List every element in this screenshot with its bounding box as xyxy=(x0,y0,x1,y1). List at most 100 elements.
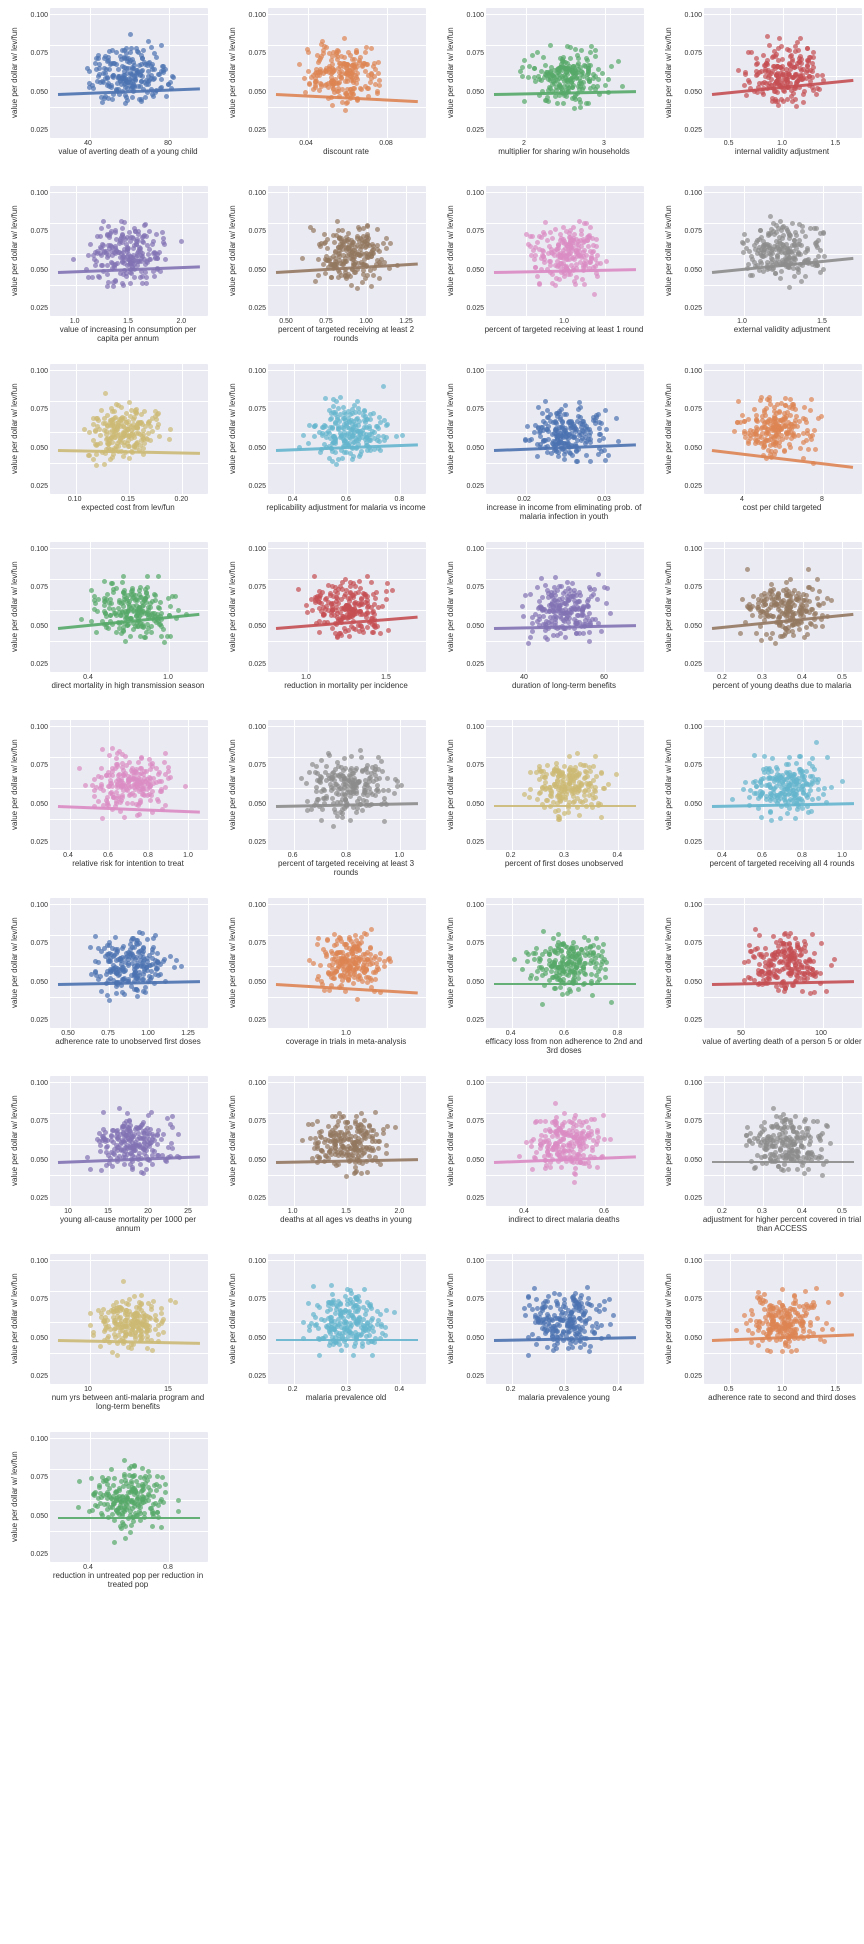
data-point xyxy=(91,86,96,91)
data-point xyxy=(773,641,778,646)
data-point xyxy=(122,815,127,820)
data-point xyxy=(299,776,304,781)
data-point xyxy=(528,787,533,792)
data-point xyxy=(339,75,344,80)
data-point xyxy=(321,947,326,952)
data-point xyxy=(567,257,572,262)
data-point xyxy=(330,957,335,962)
data-point xyxy=(762,80,767,85)
data-point xyxy=(777,623,782,628)
data-point xyxy=(543,220,548,225)
data-point xyxy=(787,48,792,53)
data-point xyxy=(740,597,745,602)
data-point xyxy=(369,284,374,289)
data-point xyxy=(107,753,112,758)
y-tick-labels: 0.1000.0750.0500.025 xyxy=(458,8,486,138)
x-tick-labels: 0.20.30.4 xyxy=(484,852,644,859)
data-point xyxy=(742,419,747,424)
data-point xyxy=(373,82,378,87)
x-axis-label: value of averting death of a young child xyxy=(48,148,208,174)
data-point xyxy=(794,761,799,766)
data-point xyxy=(377,957,382,962)
data-point xyxy=(588,769,593,774)
data-point xyxy=(799,606,804,611)
data-point xyxy=(87,69,92,74)
scatter-panel: value per dollar w/ lev/fun0.1000.0750.0… xyxy=(8,542,208,708)
data-point xyxy=(151,776,156,781)
data-point xyxy=(380,769,385,774)
data-point xyxy=(594,271,599,276)
data-point xyxy=(588,249,593,254)
data-point xyxy=(148,798,153,803)
plot-area xyxy=(704,8,862,138)
data-point xyxy=(591,778,596,783)
data-point xyxy=(372,956,377,961)
data-point xyxy=(111,963,116,968)
data-point xyxy=(522,58,527,63)
data-point xyxy=(124,46,129,51)
data-point xyxy=(768,422,773,427)
data-point xyxy=(821,792,826,797)
data-point xyxy=(568,243,573,248)
plot-area xyxy=(268,364,426,494)
scatter-panel: value per dollar w/ lev/fun0.1000.0750.0… xyxy=(226,720,426,886)
data-point xyxy=(588,459,593,464)
data-point xyxy=(79,617,84,622)
x-axis-label: percent of first doses unobserved xyxy=(484,860,644,886)
data-point xyxy=(123,960,128,965)
data-point xyxy=(100,816,105,821)
data-point xyxy=(593,754,598,759)
scatter-panel: value per dollar w/ lev/fun0.1000.0750.0… xyxy=(662,8,862,174)
data-point xyxy=(776,46,781,51)
data-point xyxy=(526,641,531,646)
data-point xyxy=(313,279,318,284)
data-point xyxy=(353,73,358,78)
x-axis-label: value of increasing ln consumption per c… xyxy=(48,326,208,352)
data-point xyxy=(331,824,336,829)
data-point xyxy=(797,627,802,632)
data-point xyxy=(773,271,778,276)
data-point xyxy=(768,214,773,219)
data-point xyxy=(166,596,171,601)
data-point xyxy=(132,275,137,280)
data-point xyxy=(158,789,163,794)
data-point xyxy=(114,62,119,67)
data-point xyxy=(162,242,167,247)
data-point xyxy=(167,437,172,442)
data-point xyxy=(591,764,596,769)
data-point xyxy=(122,440,127,445)
plot-area xyxy=(704,542,862,672)
data-point xyxy=(127,793,132,798)
data-point xyxy=(115,81,120,86)
y-tick-labels: 0.1000.0750.0500.025 xyxy=(240,364,268,494)
data-point xyxy=(141,945,146,950)
data-point xyxy=(384,435,389,440)
data-point xyxy=(787,74,792,79)
data-point xyxy=(754,56,759,61)
x-tick-labels: 1.0 xyxy=(484,318,644,325)
data-point xyxy=(107,67,112,72)
data-point xyxy=(355,997,360,1002)
data-point xyxy=(553,263,558,268)
data-point xyxy=(127,400,132,405)
plot-area xyxy=(704,364,862,494)
data-point xyxy=(333,450,338,455)
x-axis-label: external validity adjustment xyxy=(702,326,862,352)
y-tick-labels: 0.1000.0750.0500.025 xyxy=(22,364,50,494)
data-point xyxy=(556,808,561,813)
data-point xyxy=(386,788,391,793)
data-point xyxy=(363,245,368,250)
data-point xyxy=(120,967,125,972)
y-axis-label: value per dollar w/ lev/fun xyxy=(662,364,676,494)
data-point xyxy=(582,221,587,226)
data-point xyxy=(110,409,115,414)
data-point xyxy=(539,69,544,74)
y-tick-labels: 0.1000.0750.0500.025 xyxy=(676,8,704,138)
data-point xyxy=(762,591,767,596)
plot-area xyxy=(486,8,644,138)
x-tick-labels: 0.20.30.40.5 xyxy=(702,674,862,681)
data-point xyxy=(528,592,533,597)
data-point xyxy=(166,82,171,87)
y-tick-labels: 0.1000.0750.0500.025 xyxy=(676,720,704,850)
data-point xyxy=(822,786,827,791)
